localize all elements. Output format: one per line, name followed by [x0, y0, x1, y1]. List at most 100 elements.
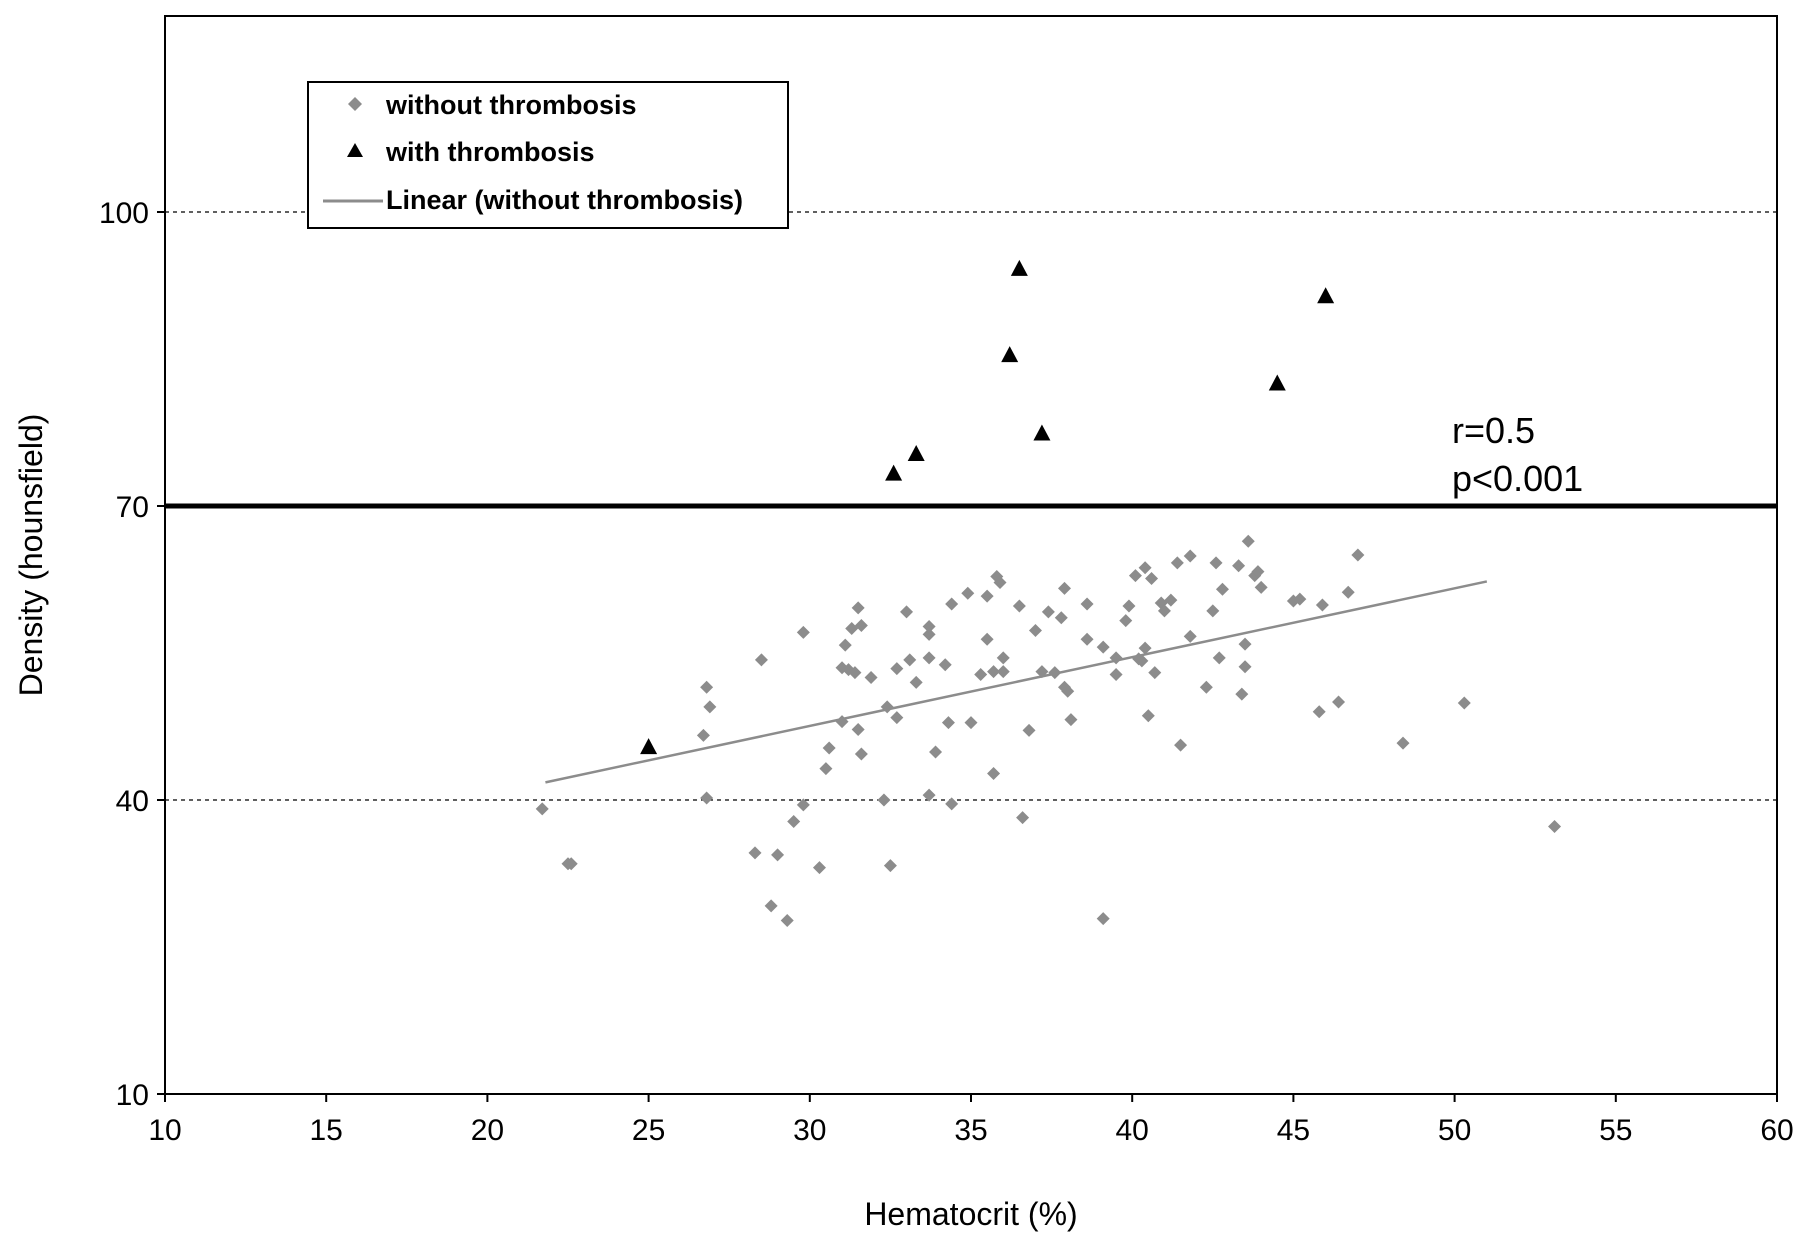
point-without-thrombosis — [945, 797, 959, 811]
point-without-thrombosis — [700, 791, 714, 805]
point-without-thrombosis — [1238, 637, 1252, 651]
point-without-thrombosis — [945, 597, 959, 611]
point-without-thrombosis — [1206, 604, 1220, 618]
point-without-thrombosis — [1028, 623, 1042, 637]
point-with-thrombosis — [907, 445, 925, 462]
x-tick-label: 30 — [793, 1114, 826, 1147]
point-with-thrombosis — [640, 738, 658, 755]
legend-label-with: with thrombosis — [385, 137, 595, 167]
point-without-thrombosis — [980, 632, 994, 646]
point-without-thrombosis — [880, 700, 894, 714]
point-without-thrombosis — [771, 848, 785, 862]
point-without-thrombosis — [696, 728, 710, 742]
point-with-thrombosis — [1033, 424, 1051, 441]
point-without-thrombosis — [1183, 629, 1197, 643]
point-without-thrombosis — [961, 586, 975, 600]
point-without-thrombosis — [1215, 582, 1229, 596]
point-without-thrombosis — [900, 605, 914, 619]
point-without-thrombosis — [1148, 666, 1162, 680]
point-with-thrombosis — [1268, 374, 1286, 391]
x-tick-label: 55 — [1599, 1114, 1632, 1147]
legend-label-linear: Linear (without thrombosis) — [386, 185, 743, 215]
x-tick-label: 50 — [1438, 1114, 1471, 1147]
point-without-thrombosis — [764, 899, 778, 913]
point-without-thrombosis — [1170, 556, 1184, 570]
point-without-thrombosis — [1351, 548, 1365, 562]
point-without-thrombosis — [1054, 611, 1068, 625]
point-with-thrombosis — [1010, 259, 1028, 276]
x-tick-label: 45 — [1277, 1114, 1310, 1147]
point-without-thrombosis — [1016, 811, 1030, 825]
point-without-thrombosis — [1048, 666, 1062, 680]
point-without-thrombosis — [1080, 632, 1094, 646]
point-without-thrombosis — [1174, 738, 1188, 752]
point-without-thrombosis — [922, 651, 936, 665]
point-without-thrombosis — [890, 711, 904, 725]
point-without-thrombosis — [851, 601, 865, 615]
trend-line — [545, 580, 1488, 784]
point-without-thrombosis — [1457, 696, 1471, 710]
point-without-thrombosis — [1157, 604, 1171, 618]
point-without-thrombosis — [845, 622, 859, 635]
legend-label-without: without thrombosis — [385, 90, 636, 120]
trend-line-group — [545, 580, 1488, 784]
legend: without thrombosis with thrombosis Linea… — [307, 81, 789, 229]
point-without-thrombosis — [1396, 736, 1410, 750]
point-without-thrombosis — [922, 620, 936, 634]
y-tick-labels: 10 40 70 100 — [99, 197, 165, 1112]
x-tick-labels: 10 15 20 25 30 35 40 45 50 55 60 — [148, 1094, 1794, 1147]
point-without-thrombosis — [980, 589, 994, 603]
point-without-thrombosis — [822, 741, 836, 755]
point-without-thrombosis — [535, 802, 549, 816]
point-without-thrombosis — [890, 662, 904, 676]
x-axis-title: Hematocrit (%) — [864, 1196, 1077, 1232]
point-without-thrombosis — [854, 619, 868, 633]
point-without-thrombosis — [854, 747, 868, 761]
point-with-thrombosis — [885, 464, 903, 481]
x-tick-label: 60 — [1760, 1114, 1793, 1147]
point-without-thrombosis — [564, 857, 578, 871]
point-without-thrombosis — [1293, 592, 1307, 606]
point-without-thrombosis — [1145, 572, 1159, 586]
point-without-thrombosis — [1119, 614, 1133, 628]
x-tick-label: 15 — [310, 1114, 343, 1147]
legend-box — [307, 81, 789, 229]
point-without-thrombosis — [1138, 641, 1152, 655]
point-without-thrombosis — [787, 815, 801, 829]
point-without-thrombosis — [1109, 668, 1123, 682]
point-without-thrombosis — [1109, 651, 1123, 665]
point-without-thrombosis — [987, 767, 1001, 781]
y-tick-label: 100 — [99, 197, 149, 230]
point-without-thrombosis — [1212, 651, 1226, 665]
point-without-thrombosis — [1041, 605, 1055, 619]
point-without-thrombosis — [703, 700, 717, 714]
point-without-thrombosis — [1254, 580, 1268, 594]
point-without-thrombosis — [922, 788, 936, 802]
point-without-thrombosis — [877, 793, 891, 807]
point-without-thrombosis — [964, 716, 978, 730]
annotation-r: r=0.5 — [1452, 410, 1535, 451]
point-without-thrombosis — [796, 625, 810, 639]
point-without-thrombosis — [1235, 687, 1249, 701]
point-with-thrombosis — [1317, 287, 1335, 304]
point-without-thrombosis — [1122, 599, 1136, 613]
point-without-thrombosis — [1096, 912, 1110, 926]
point-without-thrombosis — [1135, 654, 1149, 668]
point-without-thrombosis — [1315, 598, 1329, 612]
y-tick-label: 10 — [116, 1079, 149, 1112]
point-without-thrombosis — [1035, 665, 1049, 679]
point-without-thrombosis — [1312, 705, 1326, 719]
point-without-thrombosis — [996, 651, 1010, 665]
point-without-thrombosis — [1061, 684, 1075, 698]
point-without-thrombosis — [1022, 723, 1036, 737]
point-without-thrombosis — [780, 914, 794, 928]
series-without-thrombosis — [535, 534, 1562, 928]
x-tick-label: 10 — [148, 1114, 181, 1147]
point-without-thrombosis — [974, 668, 988, 682]
x-tick-label: 25 — [632, 1114, 665, 1147]
point-without-thrombosis — [909, 675, 923, 689]
point-without-thrombosis — [848, 666, 862, 680]
x-tick-label: 40 — [1116, 1114, 1149, 1147]
point-without-thrombosis — [929, 745, 943, 759]
